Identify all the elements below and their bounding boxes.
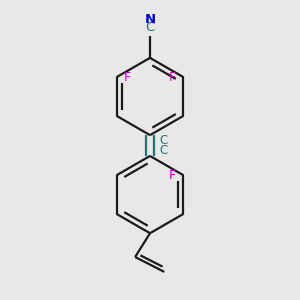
- Text: N: N: [144, 13, 156, 26]
- Text: C: C: [159, 144, 167, 157]
- Text: C: C: [146, 21, 154, 34]
- Text: F: F: [124, 71, 131, 84]
- Text: C: C: [159, 134, 167, 147]
- Text: F: F: [169, 169, 176, 182]
- Text: F: F: [169, 71, 176, 84]
